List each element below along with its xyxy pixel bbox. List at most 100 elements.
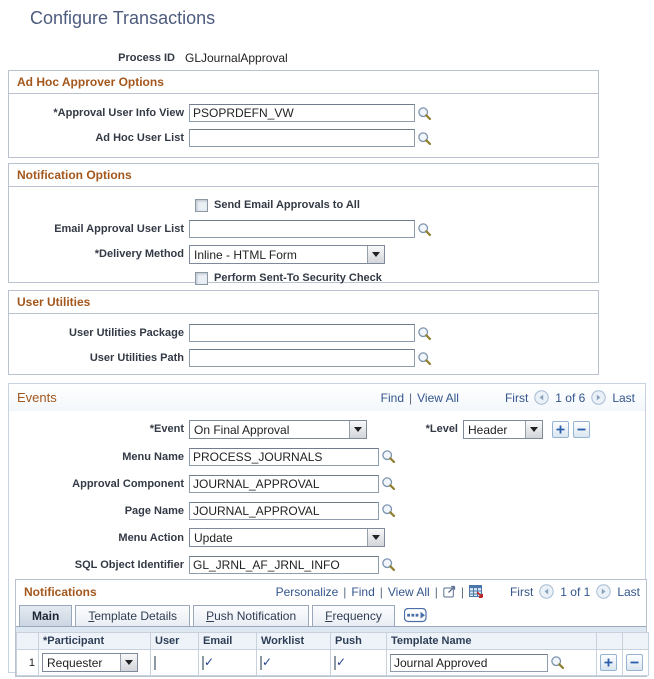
user-utilities-path-row: User Utilities Path — [9, 347, 598, 369]
notifications-title: Notifications — [24, 584, 97, 599]
email-approval-user-list-input[interactable] — [189, 220, 415, 238]
email-checkbox[interactable] — [202, 655, 204, 670]
tab-template-details[interactable]: Template Details — [75, 605, 191, 626]
email-approval-user-list-label: Email Approval User List — [54, 223, 184, 235]
lookup-icon[interactable] — [417, 106, 432, 121]
separator: | — [379, 584, 383, 599]
email-header: Email — [198, 632, 257, 650]
chevron-down-icon[interactable] — [367, 245, 384, 263]
add-column-header — [596, 632, 623, 650]
security-check-checkbox[interactable] — [195, 271, 208, 285]
user-utilities-path-input[interactable] — [189, 349, 415, 367]
lookup-icon[interactable] — [381, 503, 396, 518]
notifications-row-navigation: First 1 of 1 Last — [510, 584, 640, 599]
menu-action-select[interactable]: Update — [189, 528, 385, 547]
menu-name-input[interactable] — [189, 447, 379, 466]
show-all-columns-icon[interactable] — [403, 608, 427, 623]
email-approval-user-list-row: Email Approval User List — [9, 218, 598, 240]
notifications-view-all-link[interactable]: View All — [387, 584, 430, 599]
delete-row-button[interactable] — [573, 420, 590, 438]
send-email-approvals-checkbox[interactable] — [195, 198, 208, 212]
tab-main[interactable]: Main — [19, 605, 73, 626]
notification-options-title: Notification Options — [9, 164, 598, 187]
notification-options-section: Notification Options Send Email Approval… — [8, 163, 599, 285]
user-checkbox[interactable] — [154, 655, 156, 670]
menu-name-row: Menu Name — [9, 446, 645, 467]
page-title: Configure Transactions — [30, 8, 216, 28]
lookup-icon[interactable] — [381, 476, 396, 491]
security-check-label: Perform Sent-To Security Check — [214, 272, 382, 284]
page-name-label: Page Name — [124, 504, 184, 517]
approval-component-input[interactable] — [189, 474, 379, 493]
chevron-down-icon[interactable] — [349, 420, 366, 438]
approval-component-label: Approval Component — [72, 477, 184, 490]
process-id-label: Process ID — [118, 52, 175, 64]
zoom-window-icon[interactable] — [442, 585, 456, 598]
lookup-icon[interactable] — [381, 449, 396, 464]
personalize-link[interactable]: Personalize — [275, 584, 339, 599]
event-value: On Final Approval — [194, 422, 290, 437]
add-row-button[interactable] — [552, 420, 569, 438]
lookup-icon[interactable] — [417, 351, 432, 366]
menu-action-value: Update — [194, 531, 233, 545]
sql-object-identifier-input[interactable] — [189, 555, 379, 574]
worklist-checkbox[interactable] — [260, 655, 262, 670]
page-name-row: Page Name — [9, 500, 645, 521]
notifications-find-link[interactable]: Find — [351, 584, 375, 599]
notifications-last-link[interactable]: Last — [617, 584, 640, 599]
delete-row-button[interactable] — [626, 654, 643, 671]
chevron-down-icon[interactable] — [367, 529, 384, 546]
grid-top-band — [16, 627, 646, 632]
user-utilities-title: User Utilities — [9, 291, 598, 314]
template-name-input[interactable] — [390, 653, 548, 672]
next-row-icon[interactable] — [591, 390, 607, 405]
lookup-icon[interactable] — [417, 131, 432, 146]
events-row-counter: 1 of 6 — [555, 390, 586, 405]
notifications-first-link[interactable]: First — [509, 584, 534, 599]
events-first-link[interactable]: First — [504, 390, 529, 405]
chevron-down-icon[interactable] — [120, 654, 137, 671]
add-row-button[interactable] — [600, 654, 617, 671]
table-header-row: *Participant User Email Worklist Push Te… — [16, 632, 649, 650]
adhoc-user-list-input[interactable] — [189, 129, 415, 147]
lookup-icon[interactable] — [417, 326, 432, 341]
adhoc-approver-options-section: Ad Hoc Approver Options *Approval User I… — [8, 70, 599, 158]
tab-frequency[interactable]: Frequency — [312, 605, 395, 626]
delivery-method-select[interactable]: Inline - HTML Form — [189, 244, 385, 264]
separator: | — [434, 584, 438, 599]
menu-name-label: Menu Name — [122, 450, 184, 463]
notifications-row-counter: 1 of 1 — [560, 584, 591, 599]
approval-user-info-view-input[interactable] — [189, 104, 415, 122]
push-checkbox[interactable] — [334, 655, 336, 670]
lookup-icon[interactable] — [381, 557, 396, 572]
lookup-icon[interactable] — [417, 222, 432, 237]
table-row: 1 Requester — [16, 649, 649, 676]
level-value: Header — [468, 422, 508, 437]
events-find-link[interactable]: Find — [380, 390, 405, 405]
user-utilities-package-input[interactable] — [189, 324, 415, 342]
events-title: Events — [17, 390, 57, 405]
page-name-input[interactable] — [189, 501, 379, 520]
events-view-all-link[interactable]: View All — [417, 390, 459, 405]
notifications-table: *Participant User Email Worklist Push Te… — [16, 632, 649, 676]
user-utilities-section: User Utilities User Utilities Package Us… — [8, 290, 599, 375]
previous-row-icon[interactable] — [539, 584, 554, 599]
download-grid-icon[interactable] — [468, 584, 484, 599]
events-last-link[interactable]: Last — [612, 390, 635, 405]
separator: | — [409, 390, 413, 405]
participant-select[interactable]: Requester — [42, 653, 138, 672]
user-utilities-package-row: User Utilities Package — [9, 322, 598, 344]
participant-header: *Participant — [38, 632, 151, 650]
level-select[interactable]: Header — [463, 419, 543, 439]
approval-user-info-view-row: *Approval User Info View — [9, 102, 598, 124]
event-select[interactable]: On Final Approval — [189, 419, 367, 439]
approval-user-info-view-label: *Approval User Info View — [53, 107, 184, 119]
next-row-icon[interactable] — [596, 584, 612, 599]
lookup-icon[interactable] — [550, 655, 565, 670]
separator: | — [460, 584, 464, 599]
chevron-down-icon[interactable] — [525, 420, 542, 438]
push-header: Push — [330, 632, 387, 650]
previous-row-icon[interactable] — [534, 390, 549, 405]
notifications-grid: Notifications Personalize | Find | View … — [15, 579, 649, 677]
tab-push-notification[interactable]: Push Notification — [193, 605, 310, 626]
